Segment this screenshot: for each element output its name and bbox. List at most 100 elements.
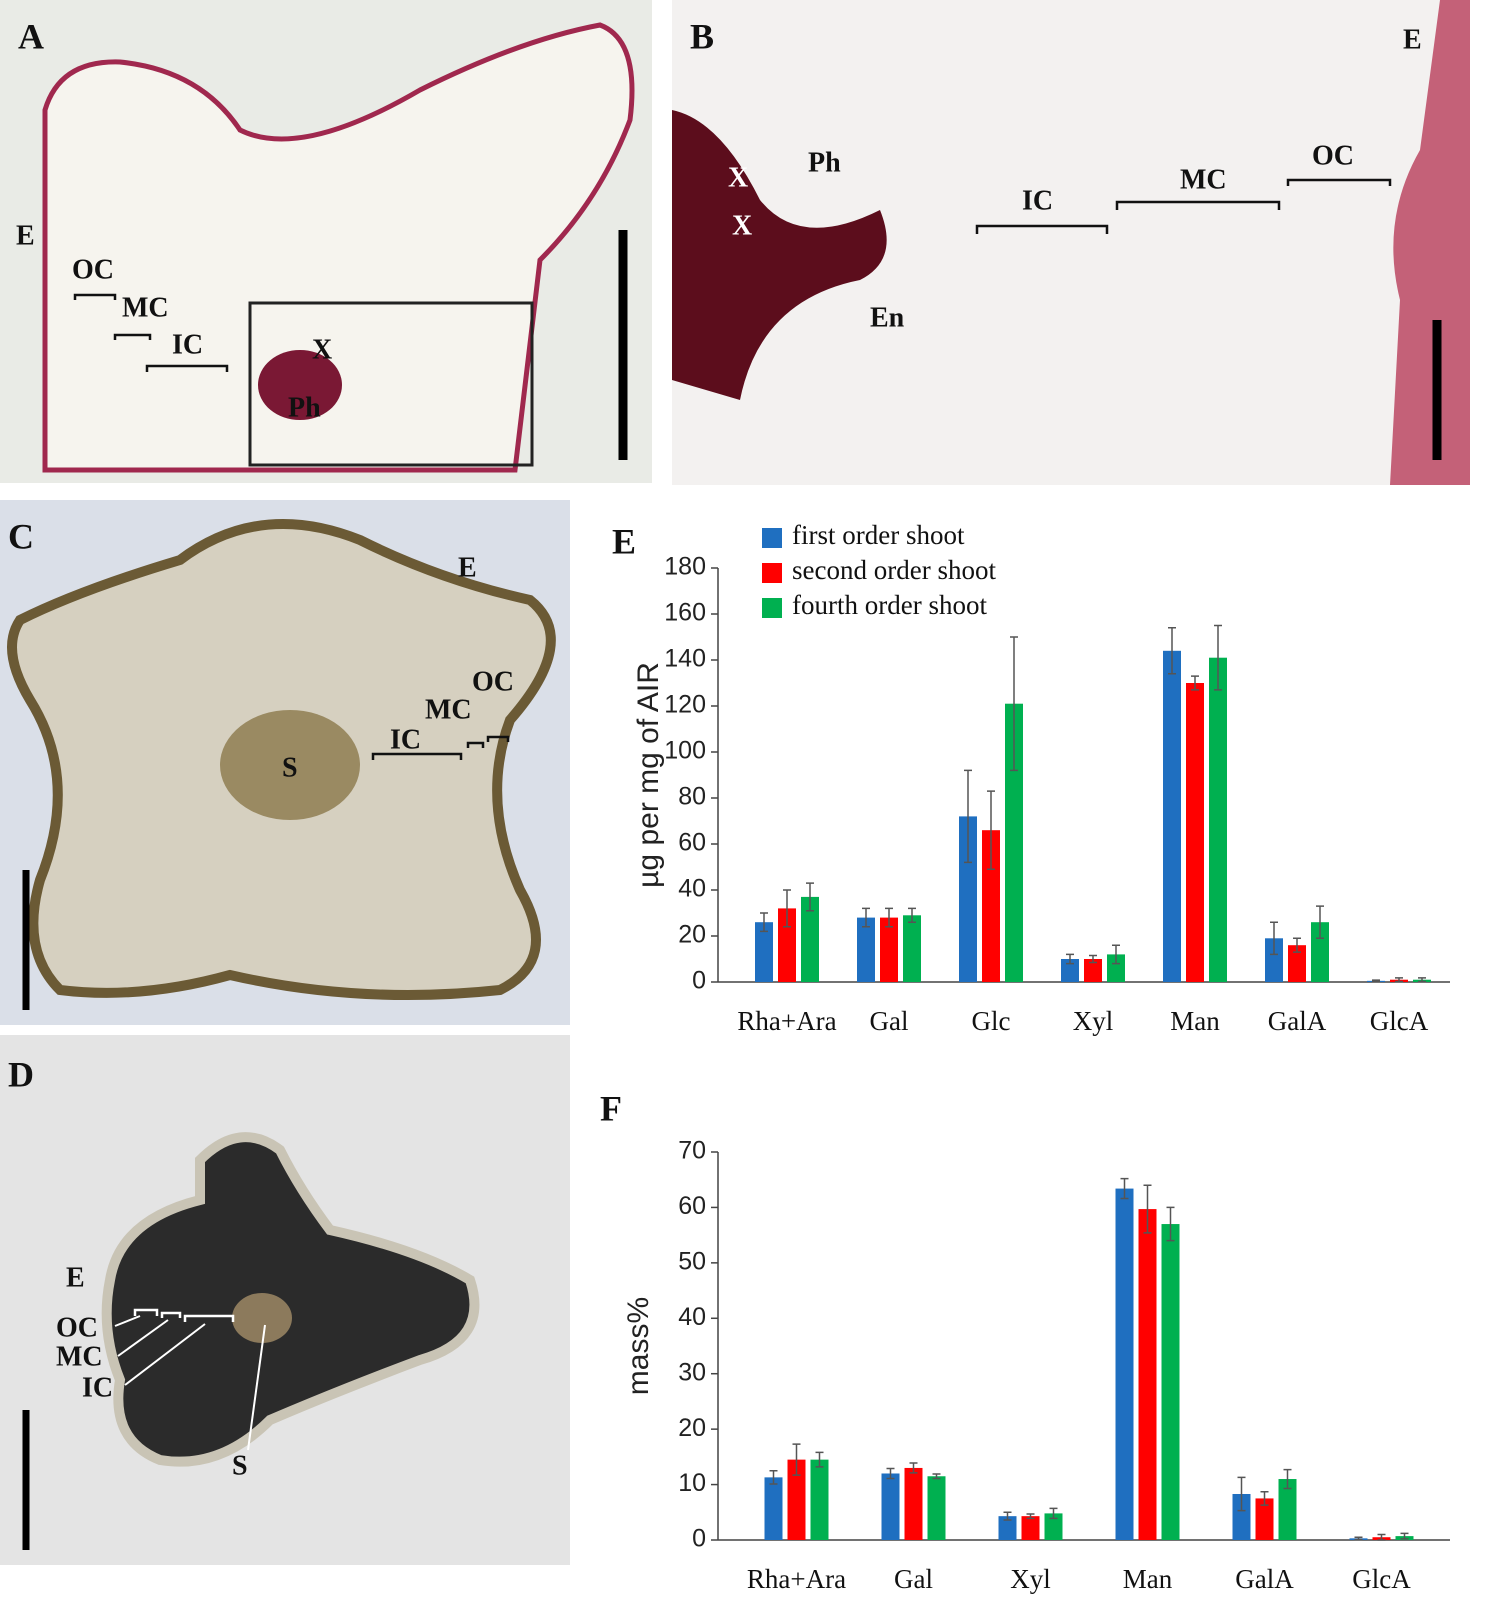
- error-bar: [1400, 1532, 1409, 1540]
- bar: [1288, 945, 1306, 982]
- error-bar: [1270, 921, 1278, 956]
- bracket: [133, 1308, 235, 1322]
- error-bar: [1003, 1511, 1012, 1521]
- bar: [1044, 1513, 1063, 1540]
- legend-swatch: [762, 528, 782, 548]
- error-bar: [964, 769, 972, 864]
- error-bar: [1260, 1491, 1269, 1506]
- y-axis-label: mass%: [622, 1297, 655, 1395]
- label: S: [232, 1450, 248, 1481]
- tissue-section: [101, 1132, 480, 1467]
- label: MC: [122, 292, 169, 323]
- error-bar: [908, 907, 916, 923]
- bar: [1311, 922, 1329, 982]
- bar: [778, 908, 796, 982]
- vascular-bundle: [258, 350, 342, 420]
- error-bar: [909, 1462, 918, 1474]
- y-tick-label: 120: [664, 691, 706, 719]
- leader: [124, 1323, 206, 1386]
- x-tick-label: GalA: [1268, 1006, 1327, 1036]
- bar: [1255, 1498, 1274, 1540]
- x-tick-label: Man: [1123, 1564, 1173, 1594]
- bar: [857, 917, 875, 982]
- bar: [764, 1477, 783, 1540]
- bar: [1115, 1188, 1134, 1540]
- bar: [1005, 703, 1023, 982]
- bar: [881, 1473, 900, 1540]
- error-bar: [1354, 1536, 1363, 1541]
- y-tick-label: 180: [664, 553, 706, 581]
- panel-letter: E: [612, 521, 636, 561]
- bar: [1186, 683, 1204, 982]
- label: MC: [1180, 164, 1227, 195]
- x-tick-label: GlcA: [1352, 1564, 1411, 1594]
- label: X: [732, 210, 752, 241]
- label: MC: [56, 1341, 103, 1372]
- bracket: [113, 333, 152, 340]
- error-bar: [987, 790, 995, 871]
- bar: [904, 1467, 923, 1540]
- error-bar: [1112, 944, 1120, 965]
- error-bar: [1049, 1507, 1058, 1520]
- label: E: [458, 552, 477, 583]
- panel-d: D E OC MC IC S: [0, 1035, 570, 1565]
- bar: [1163, 650, 1181, 982]
- label: IC: [172, 329, 203, 360]
- y-tick-label: 70: [678, 1137, 706, 1165]
- label: OC: [472, 666, 514, 697]
- bracket: [1115, 200, 1281, 210]
- error-bar: [1237, 1476, 1246, 1512]
- legend-swatch: [762, 598, 782, 618]
- bar: [810, 1459, 829, 1540]
- error-bar: [1316, 905, 1324, 940]
- panel-c: C E OC MC IC S: [0, 500, 570, 1025]
- label: X: [728, 162, 748, 193]
- x-tick-label: Rha+Ara: [737, 1006, 836, 1036]
- y-tick-label: 20: [678, 1414, 706, 1442]
- stele: [232, 1293, 292, 1343]
- x-tick-label: GlcA: [1370, 1006, 1429, 1036]
- error-bar: [885, 907, 893, 928]
- x-tick-label: Xyl: [1010, 1564, 1051, 1594]
- label: IC: [82, 1372, 113, 1403]
- error-bar: [932, 1473, 941, 1480]
- label: OC: [56, 1312, 98, 1343]
- error-bar: [1395, 977, 1403, 983]
- error-bar: [1143, 1184, 1152, 1234]
- bar: [959, 816, 977, 982]
- y-tick-label: 60: [678, 1192, 706, 1220]
- label: En: [870, 302, 905, 333]
- label: IC: [1022, 185, 1053, 216]
- bar: [755, 922, 773, 982]
- y-axis-label: µg per mg of AIR: [632, 662, 665, 888]
- label: Ph: [288, 392, 321, 423]
- bar: [1278, 1479, 1297, 1540]
- label: OC: [72, 254, 114, 285]
- bar: [1138, 1209, 1157, 1540]
- error-bar: [792, 1443, 801, 1476]
- bar: [1209, 657, 1227, 982]
- error-bar: [1293, 937, 1301, 953]
- panel-letter: A: [18, 16, 44, 56]
- label: Ph: [808, 147, 841, 178]
- label: MC: [425, 694, 472, 725]
- bar: [1061, 959, 1079, 982]
- error-bar: [1214, 624, 1222, 691]
- y-tick-label: 160: [664, 599, 706, 627]
- panel-b: B E Ph X X IC MC OC En: [672, 0, 1470, 485]
- bracket: [975, 224, 1109, 234]
- legend-label: first order shoot: [792, 520, 965, 550]
- label: E: [1403, 24, 1422, 55]
- error-bar: [886, 1467, 895, 1480]
- label: OC: [1312, 140, 1354, 171]
- bar: [787, 1459, 806, 1540]
- bracket: [73, 293, 117, 300]
- leader: [117, 1319, 169, 1357]
- y-tick-label: 100: [664, 737, 706, 765]
- error-bar: [862, 907, 870, 928]
- bar: [1084, 959, 1102, 982]
- x-tick-label: Xyl: [1073, 1006, 1114, 1036]
- bar: [1232, 1493, 1251, 1540]
- panel-letter: F: [600, 1088, 622, 1128]
- y-tick-label: 0: [692, 1525, 706, 1553]
